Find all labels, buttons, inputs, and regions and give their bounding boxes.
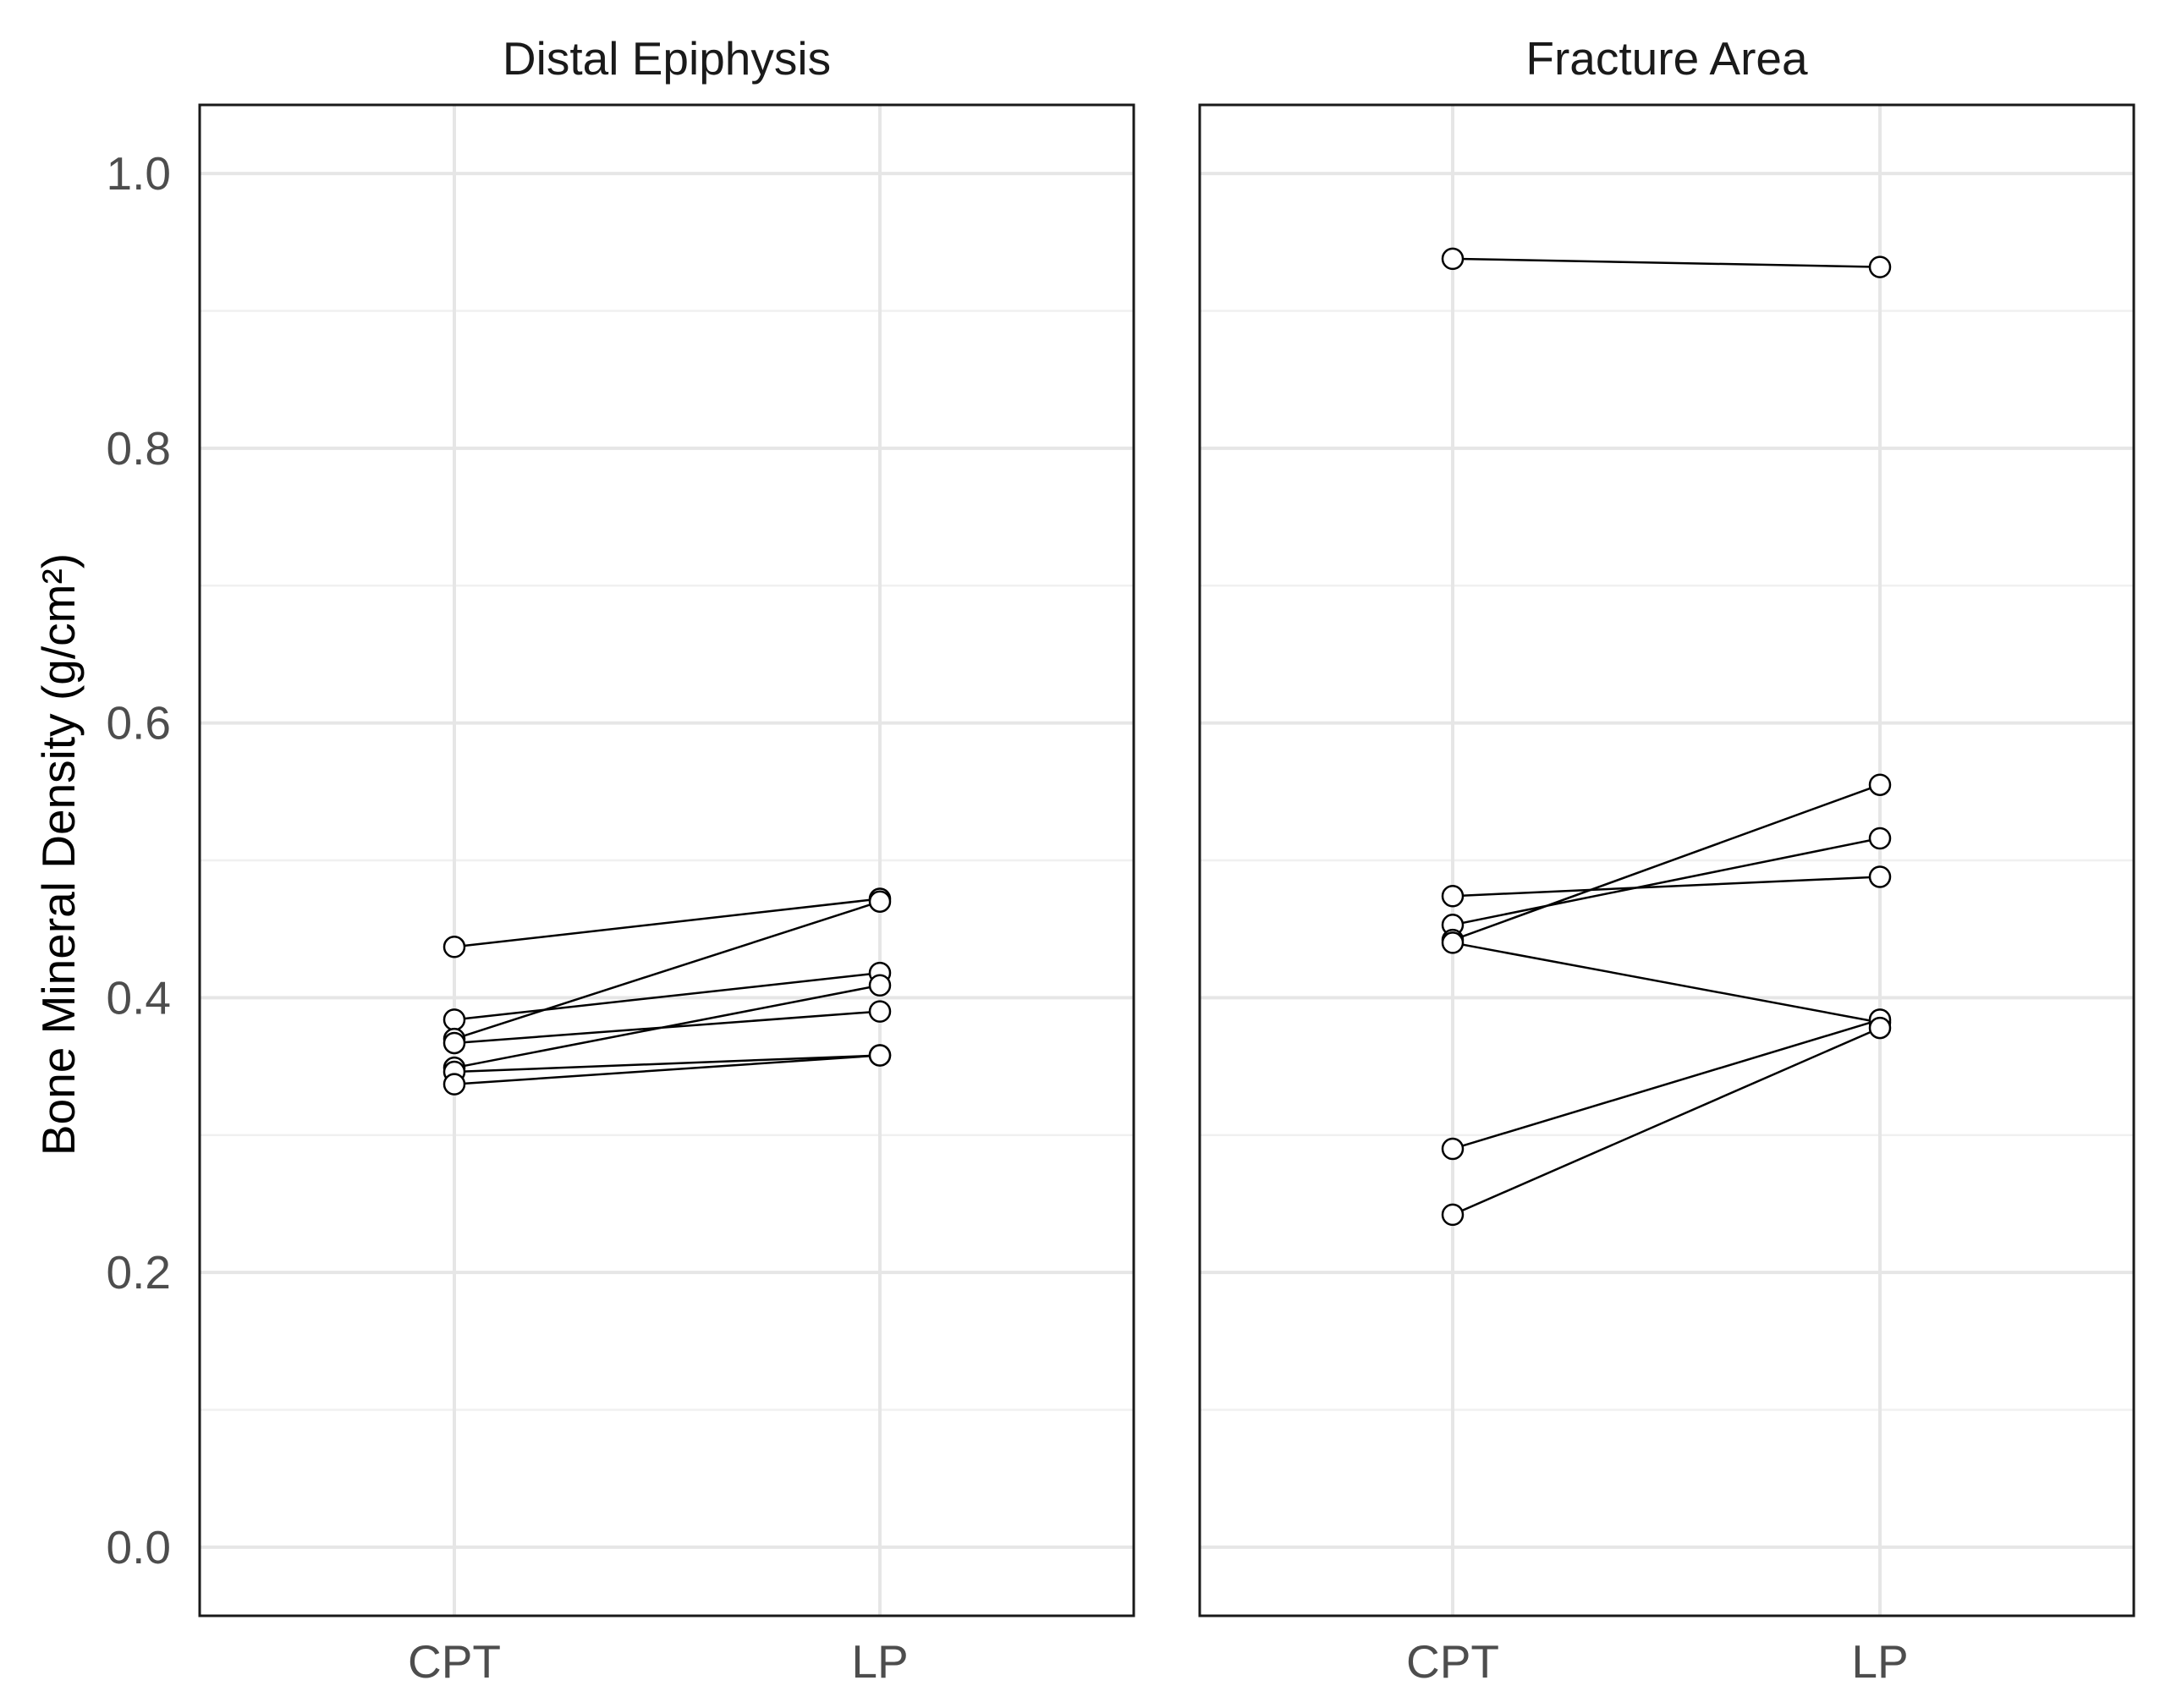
data-point [1868, 827, 1892, 850]
data-point [1441, 1203, 1465, 1227]
pair-line [1452, 942, 1881, 1024]
pair-line [1452, 783, 1881, 942]
y-tick-label: 1.0 [107, 147, 171, 200]
points-left [442, 887, 892, 1096]
panel-distal-epiphysis: Distal Epiphysis 0.0 0.2 0.4 0.6 0.8 1.0 CPT L… [107, 32, 1135, 1688]
grid-right [1200, 105, 2134, 1616]
data-point [442, 936, 466, 958]
data-point [1441, 884, 1465, 908]
data-point [868, 1044, 892, 1067]
data-point [442, 1073, 466, 1096]
panel-title-fracture-area: Fracture Area [1525, 32, 1808, 85]
data-point [1868, 773, 1892, 796]
data-point [868, 890, 892, 913]
data-point [442, 1008, 466, 1031]
pair-line [1452, 837, 1881, 926]
data-point [442, 1031, 466, 1055]
pair-line [1452, 876, 1881, 898]
y-tick-label: 0.8 [107, 422, 171, 475]
pair-line [1452, 1026, 1881, 1216]
y-tick-label: 0.6 [107, 697, 171, 750]
x-tick-label: CPT [408, 1635, 501, 1688]
x-tick-label: LP [1851, 1635, 1908, 1688]
points-right [1441, 247, 1892, 1227]
y-tick-label: 0.4 [107, 971, 171, 1024]
data-point [1441, 1137, 1465, 1161]
panel-border-left [198, 103, 1135, 1617]
data-point [1441, 931, 1465, 954]
y-axis-title: Bone Mineral Density (g/cm²) [32, 553, 85, 1156]
x-tick-label: LP [851, 1635, 908, 1688]
data-point [1868, 1016, 1892, 1040]
pair-lines-left [453, 898, 881, 1085]
data-point [1868, 255, 1892, 278]
pair-line [453, 971, 881, 1021]
y-tick-label: 0.2 [107, 1246, 171, 1299]
pair-line [453, 898, 881, 948]
x-tick-labels-left: CPT LP [408, 1635, 909, 1688]
y-tick-label: 0.0 [107, 1521, 171, 1573]
x-tick-label: CPT [1406, 1635, 1499, 1688]
pair-lines-right [1452, 257, 1881, 1216]
data-point [868, 974, 892, 997]
data-point [1868, 865, 1892, 888]
y-tick-labels: 0.0 0.2 0.4 0.6 0.8 1.0 [107, 147, 171, 1573]
pair-line [1452, 257, 1881, 268]
pair-line [453, 900, 881, 1041]
pair-line [1452, 1019, 1881, 1151]
panel-title-distal-epiphysis: Distal Epiphysis [503, 32, 831, 85]
pair-line [453, 1054, 881, 1074]
pair-line [453, 984, 881, 1069]
data-point [868, 1000, 892, 1023]
pair-line [453, 1054, 881, 1085]
x-tick-labels-right: CPT LP [1406, 1635, 1909, 1688]
panel-border-right [1198, 103, 2135, 1617]
grid-left [200, 105, 1134, 1616]
data-point [1441, 247, 1465, 271]
panel-fracture-area: Fracture Area CPT LP [1198, 32, 2135, 1688]
